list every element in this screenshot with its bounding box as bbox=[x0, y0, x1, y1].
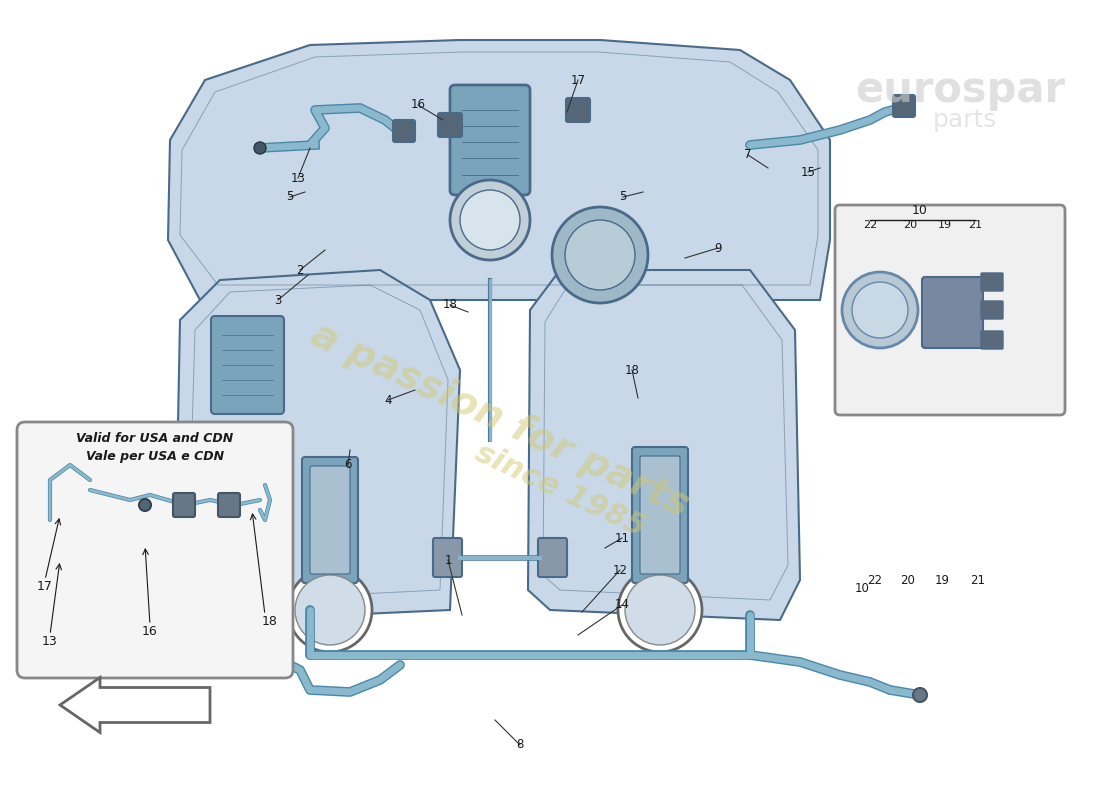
Text: 20: 20 bbox=[903, 220, 917, 230]
Circle shape bbox=[842, 272, 918, 348]
FancyBboxPatch shape bbox=[433, 538, 462, 577]
Text: 16: 16 bbox=[410, 98, 426, 111]
FancyBboxPatch shape bbox=[632, 447, 688, 583]
Circle shape bbox=[288, 568, 372, 652]
Text: Valid for USA and CDN: Valid for USA and CDN bbox=[76, 432, 233, 445]
FancyBboxPatch shape bbox=[218, 493, 240, 517]
Polygon shape bbox=[528, 270, 800, 620]
Text: since 1985: since 1985 bbox=[470, 438, 650, 542]
Text: 2: 2 bbox=[296, 263, 304, 277]
Circle shape bbox=[460, 190, 520, 250]
FancyBboxPatch shape bbox=[211, 316, 284, 414]
Text: 9: 9 bbox=[714, 242, 722, 254]
FancyBboxPatch shape bbox=[893, 95, 915, 117]
FancyBboxPatch shape bbox=[981, 301, 1003, 319]
Text: 4: 4 bbox=[384, 394, 392, 406]
Text: 11: 11 bbox=[615, 531, 629, 545]
Text: 10: 10 bbox=[855, 582, 869, 594]
Text: 16: 16 bbox=[142, 625, 158, 638]
Text: 22: 22 bbox=[868, 574, 882, 586]
FancyBboxPatch shape bbox=[981, 273, 1003, 291]
Circle shape bbox=[852, 282, 907, 338]
Text: 7: 7 bbox=[745, 149, 751, 162]
Circle shape bbox=[552, 207, 648, 303]
FancyBboxPatch shape bbox=[566, 98, 590, 122]
Text: 21: 21 bbox=[968, 220, 982, 230]
Text: eurospar: eurospar bbox=[855, 69, 1065, 111]
Text: 1: 1 bbox=[444, 554, 452, 566]
Circle shape bbox=[262, 647, 278, 663]
FancyArrow shape bbox=[60, 678, 210, 733]
Text: a passion for parts: a passion for parts bbox=[305, 315, 695, 525]
FancyBboxPatch shape bbox=[835, 205, 1065, 415]
Circle shape bbox=[295, 575, 365, 645]
Text: 6: 6 bbox=[344, 458, 352, 471]
FancyBboxPatch shape bbox=[438, 113, 462, 137]
Text: 8: 8 bbox=[516, 738, 524, 751]
Text: 5: 5 bbox=[286, 190, 294, 203]
Text: 3: 3 bbox=[274, 294, 282, 306]
FancyBboxPatch shape bbox=[173, 493, 195, 517]
FancyBboxPatch shape bbox=[302, 457, 358, 583]
FancyBboxPatch shape bbox=[538, 538, 566, 577]
Text: 18: 18 bbox=[262, 615, 278, 628]
Circle shape bbox=[139, 499, 151, 511]
Polygon shape bbox=[168, 40, 830, 300]
Text: 17: 17 bbox=[37, 580, 53, 593]
Text: 19: 19 bbox=[935, 574, 949, 586]
Text: 17: 17 bbox=[571, 74, 585, 86]
Text: 22: 22 bbox=[862, 220, 877, 230]
Circle shape bbox=[450, 180, 530, 260]
Text: 20: 20 bbox=[901, 574, 915, 586]
Text: 13: 13 bbox=[42, 635, 58, 648]
FancyBboxPatch shape bbox=[922, 277, 983, 348]
Text: 21: 21 bbox=[970, 574, 986, 586]
FancyBboxPatch shape bbox=[393, 120, 415, 142]
Circle shape bbox=[625, 575, 695, 645]
Circle shape bbox=[254, 142, 266, 154]
Text: 10: 10 bbox=[912, 204, 928, 217]
Text: 18: 18 bbox=[442, 298, 458, 311]
FancyBboxPatch shape bbox=[16, 422, 293, 678]
FancyBboxPatch shape bbox=[310, 466, 350, 574]
FancyBboxPatch shape bbox=[981, 331, 1003, 349]
Text: 12: 12 bbox=[613, 563, 627, 577]
FancyBboxPatch shape bbox=[640, 456, 680, 574]
Text: 13: 13 bbox=[290, 171, 306, 185]
Circle shape bbox=[565, 220, 635, 290]
Text: Vale per USA e CDN: Vale per USA e CDN bbox=[86, 450, 224, 463]
Text: 18: 18 bbox=[625, 363, 639, 377]
Circle shape bbox=[913, 688, 927, 702]
Text: parts: parts bbox=[933, 108, 998, 132]
Polygon shape bbox=[175, 270, 460, 620]
Text: 5: 5 bbox=[619, 190, 627, 203]
Text: 14: 14 bbox=[615, 598, 629, 611]
FancyBboxPatch shape bbox=[450, 85, 530, 195]
Text: 15: 15 bbox=[801, 166, 815, 178]
Circle shape bbox=[618, 568, 702, 652]
Text: 19: 19 bbox=[938, 220, 953, 230]
